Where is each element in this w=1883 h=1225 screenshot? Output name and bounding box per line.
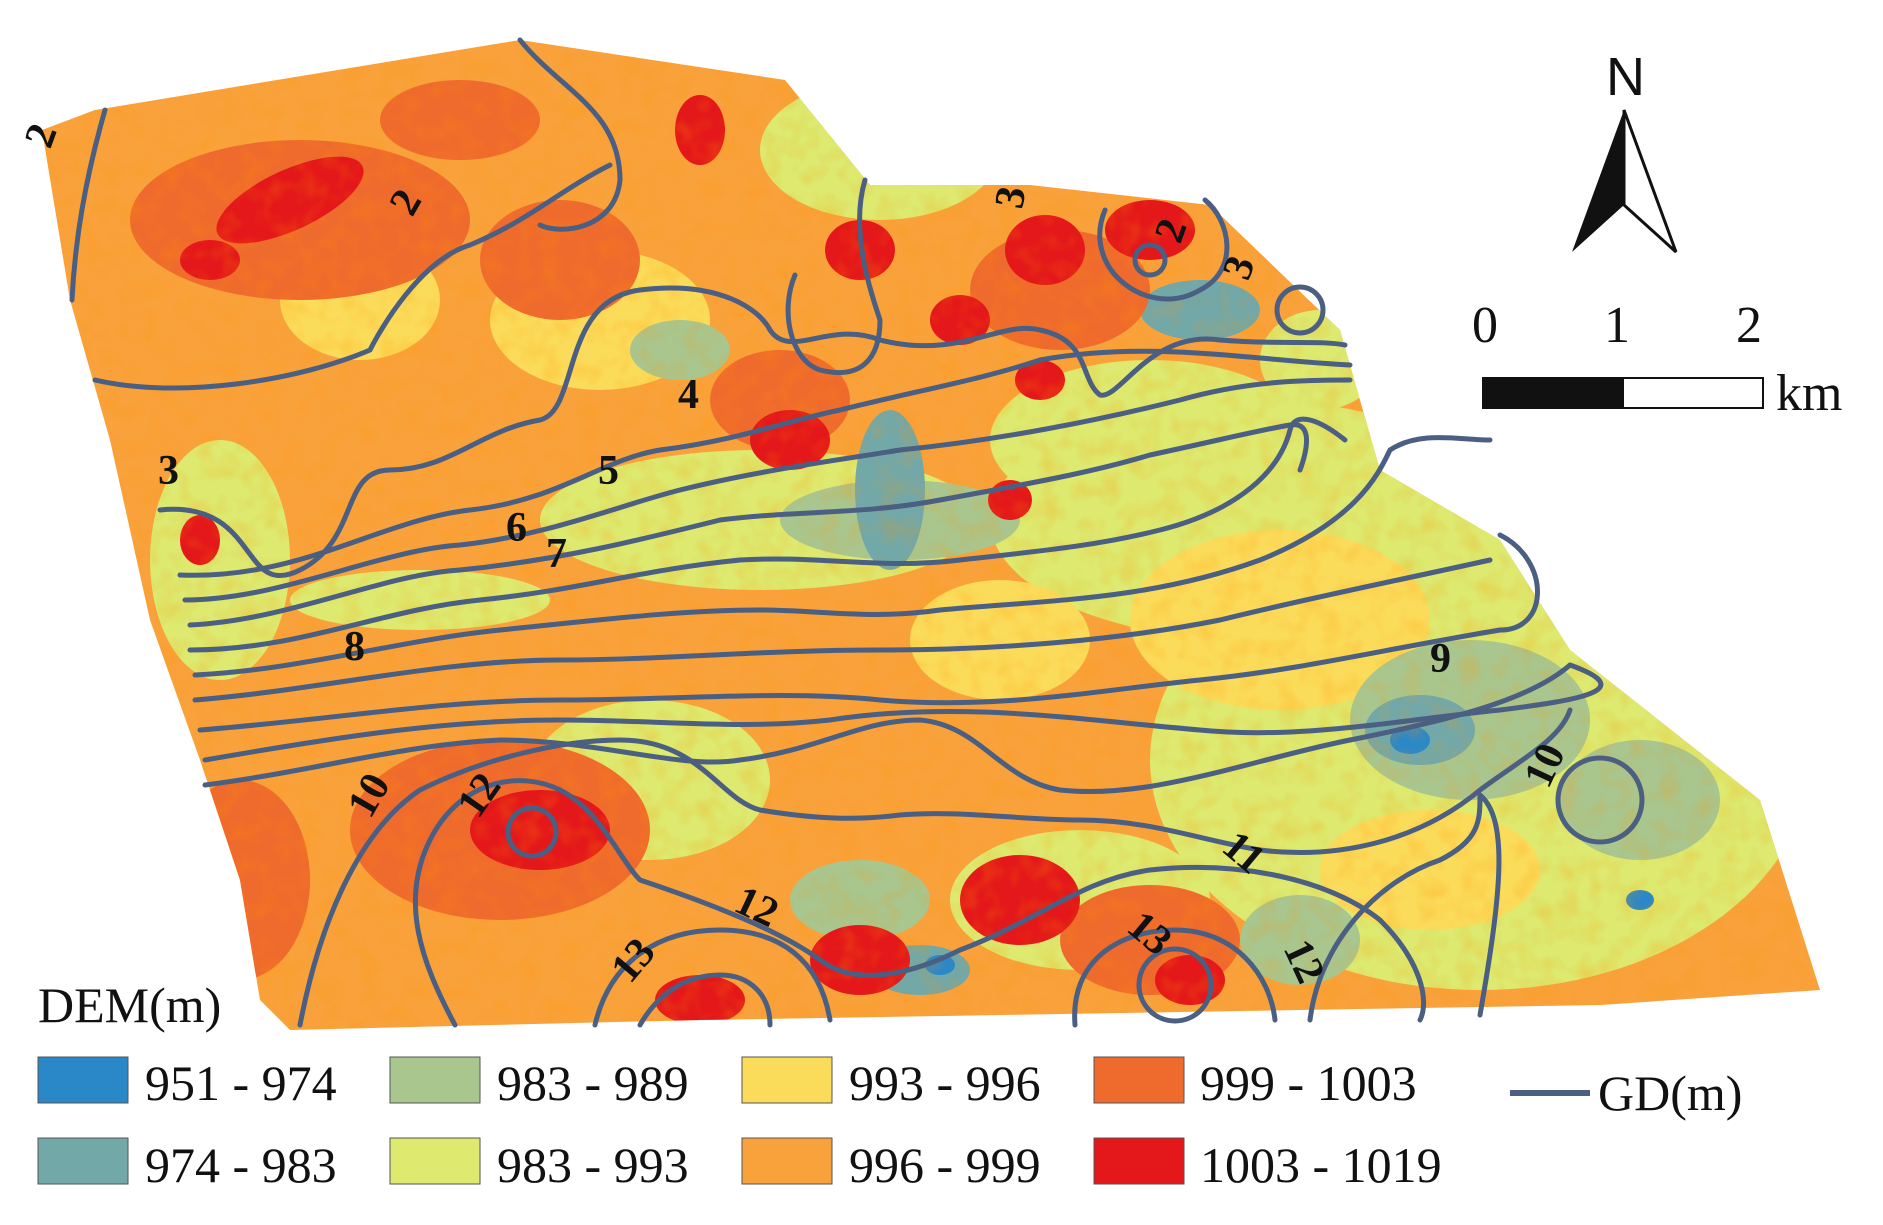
contour-label: 6 <box>506 505 527 551</box>
legend-title: DEM(m) <box>38 977 221 1033</box>
legend-label: 993 - 996 <box>849 1055 1041 1111</box>
legend-label: 974 - 983 <box>145 1137 337 1193</box>
legend-swatch <box>1093 1056 1185 1104</box>
contour-label: 3 <box>158 448 179 494</box>
legend-swatch <box>389 1056 481 1104</box>
contour-label: 5 <box>598 448 619 494</box>
gd-contours <box>69 37 1645 1028</box>
legend-label: 999 - 1003 <box>1200 1055 1417 1111</box>
contour-label: 9 <box>1430 636 1451 682</box>
legend-swatch <box>741 1137 833 1185</box>
legend-label: 983 - 989 <box>497 1055 689 1111</box>
legend-swatch <box>37 1056 129 1104</box>
scale-unit: km <box>1776 365 1842 422</box>
legend-swatch <box>1093 1137 1185 1185</box>
contour-label: 2 <box>16 118 66 153</box>
scale-tick-2: 2 <box>1736 297 1762 354</box>
legend-swatch <box>741 1056 833 1104</box>
north-label: N <box>1606 47 1645 107</box>
north-arrow: N <box>1572 47 1678 254</box>
legend: DEM(m) 951 - 974 974 - 983 983 - 989 983… <box>37 977 1742 1193</box>
gd-legend-label: GD(m) <box>1598 1065 1742 1121</box>
scale-tick-0: 0 <box>1472 297 1498 354</box>
legend-label: 996 - 999 <box>849 1137 1041 1193</box>
legend-label: 1003 - 1019 <box>1200 1137 1442 1193</box>
scale-tick-1: 1 <box>1604 297 1630 354</box>
legend-label: 983 - 993 <box>497 1137 689 1193</box>
scale-bar: 0 1 2 km <box>1472 297 1842 422</box>
legend-swatch <box>37 1137 129 1185</box>
legend-swatch <box>389 1137 481 1185</box>
contour-label: 4 <box>678 372 699 418</box>
contour-label: 7 <box>546 531 567 577</box>
legend-label: 951 - 974 <box>145 1055 337 1111</box>
contour-label: 8 <box>344 624 365 670</box>
